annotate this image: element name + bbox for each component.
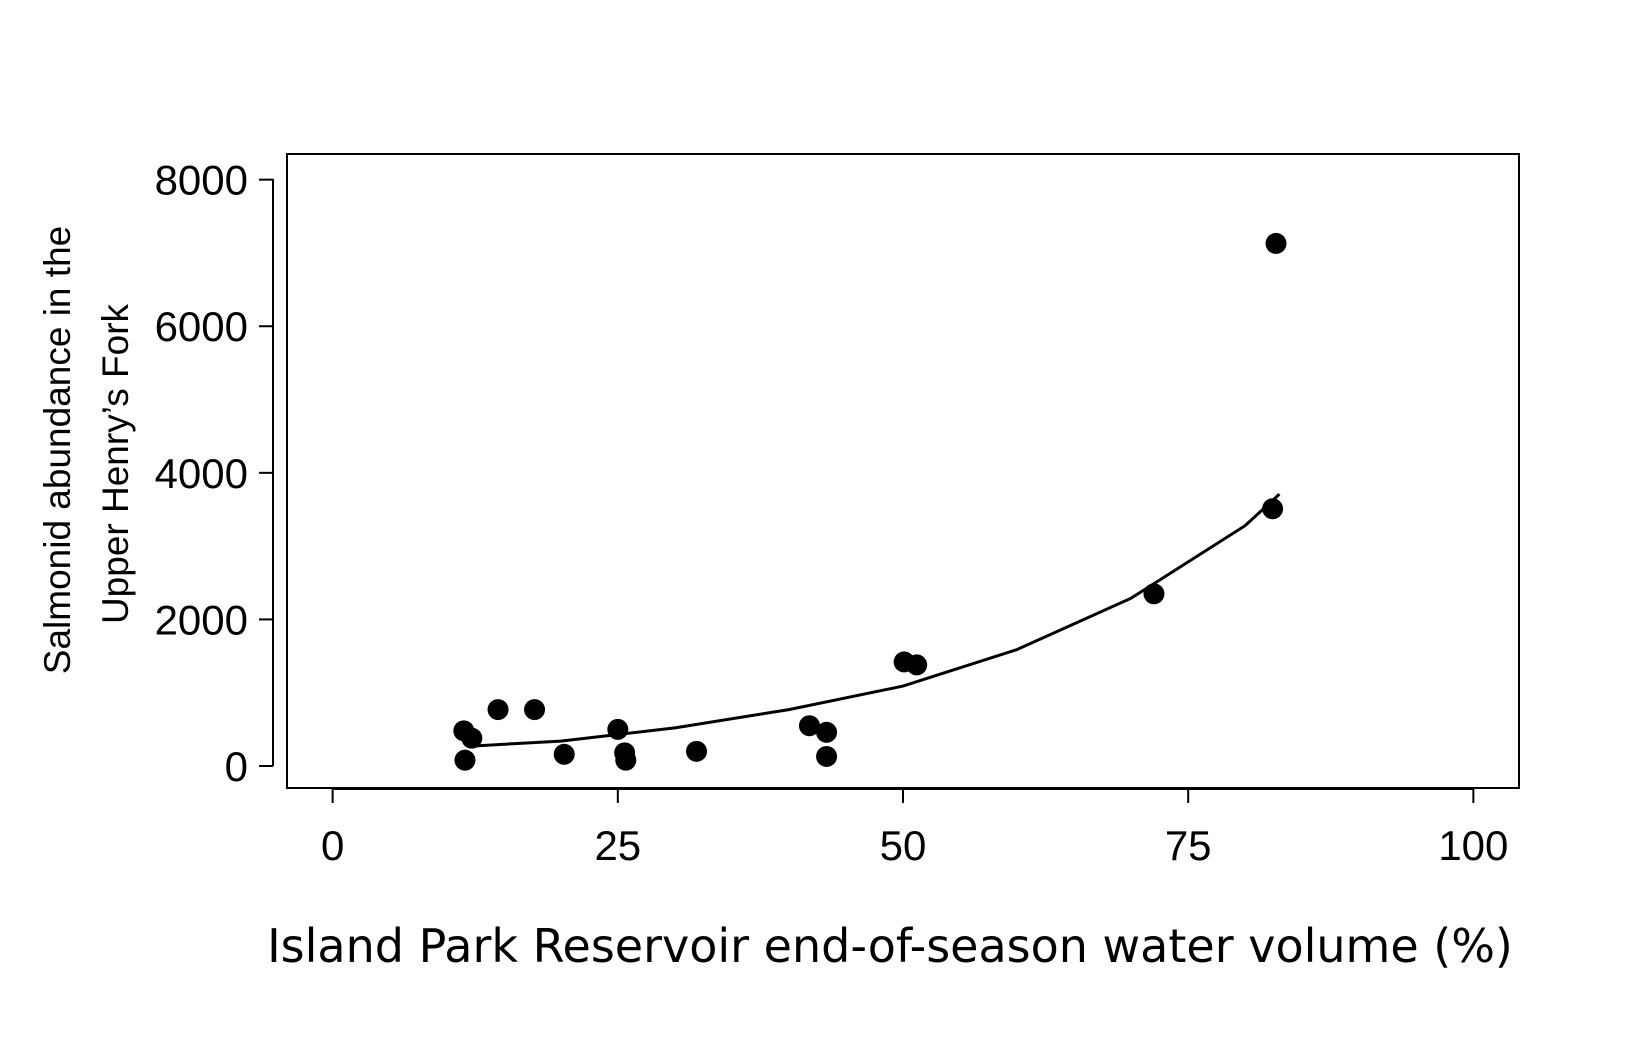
- y-axis-ticks: 0 2000 4000 6000 8000: [155, 157, 273, 790]
- data-point-15: [906, 654, 928, 676]
- fit-curve: [469, 492, 1281, 748]
- data-point-18: [1265, 232, 1287, 254]
- x-tick-label-0: 0: [321, 822, 344, 869]
- y-axis-label-line-1: Salmonid abundance in the: [37, 226, 78, 674]
- y-tick-label-0: 0: [225, 743, 248, 790]
- data-point-13: [816, 745, 838, 767]
- data-point-6: [553, 743, 575, 765]
- data-point-3: [454, 749, 476, 771]
- data-point-11: [798, 715, 820, 737]
- data-point-2: [461, 727, 483, 749]
- y-tick-label-4000: 4000: [155, 450, 248, 497]
- data-point-10: [686, 740, 708, 762]
- y-axis-label-line-2: Upper Henry’s Fork: [95, 303, 136, 624]
- data-point-5: [524, 699, 546, 721]
- x-tick-label-25: 25: [594, 822, 641, 869]
- data-point-12: [816, 721, 838, 743]
- data-point-7: [607, 718, 629, 740]
- data-point-17: [1262, 498, 1284, 520]
- x-tick-label-50: 50: [880, 822, 927, 869]
- y-tick-label-2000: 2000: [155, 596, 248, 643]
- data-point-16: [1143, 583, 1165, 605]
- x-tick-label-100: 100: [1438, 822, 1508, 869]
- data-point-4: [487, 699, 509, 721]
- data-point-9: [615, 749, 637, 771]
- y-tick-label-8000: 8000: [155, 157, 248, 204]
- x-tick-label-75: 75: [1165, 822, 1212, 869]
- x-axis-label: Island Park Reservoir end-of-season wate…: [267, 919, 1513, 973]
- x-axis-ticks: 0 25 50 75 100: [321, 789, 1508, 869]
- plot-frame: [286, 153, 1520, 789]
- y-tick-label-6000: 6000: [155, 303, 248, 350]
- data-points: [453, 232, 1287, 771]
